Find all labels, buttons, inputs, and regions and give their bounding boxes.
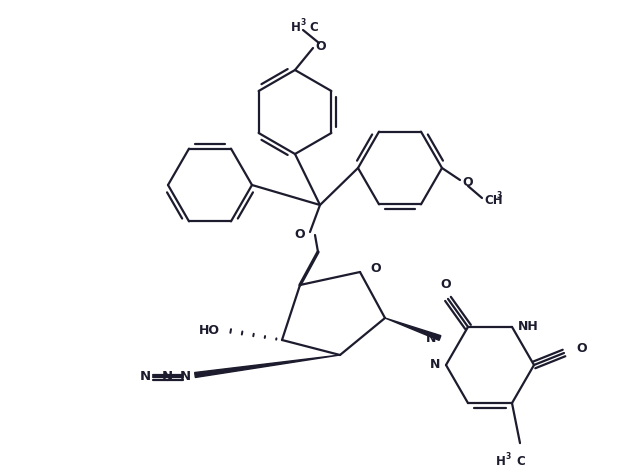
Polygon shape — [195, 355, 340, 377]
Text: O: O — [441, 278, 451, 291]
Text: N: N — [429, 359, 440, 371]
Polygon shape — [385, 318, 441, 340]
Text: O: O — [294, 227, 305, 241]
Text: N: N — [140, 370, 151, 384]
Text: N: N — [161, 370, 173, 384]
Text: O: O — [315, 39, 326, 53]
Text: H: H — [291, 21, 301, 33]
Text: 3: 3 — [301, 18, 307, 27]
Text: O: O — [576, 343, 587, 355]
Text: 3: 3 — [506, 452, 511, 461]
Text: C: C — [516, 454, 525, 468]
Text: O: O — [462, 175, 472, 188]
Text: N: N — [426, 331, 436, 345]
Text: HO: HO — [199, 323, 220, 337]
Text: 3: 3 — [497, 191, 502, 200]
Text: CH: CH — [484, 194, 502, 206]
Text: N: N — [180, 370, 191, 384]
Text: H: H — [496, 454, 506, 468]
Text: NH: NH — [518, 321, 539, 333]
Text: C: C — [309, 21, 317, 33]
Text: O: O — [370, 261, 381, 274]
